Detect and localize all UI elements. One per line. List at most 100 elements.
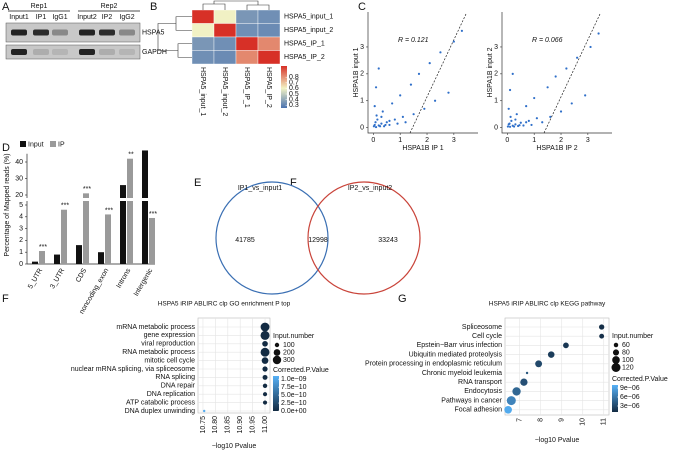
- point: [597, 32, 600, 35]
- x-tick-label: CDS: [75, 267, 89, 284]
- y-tick-label: 2: [494, 71, 498, 78]
- bar: [120, 185, 126, 264]
- lane-label: Input2: [77, 14, 97, 21]
- heatmap-cell: [191, 50, 215, 65]
- point: [525, 121, 528, 124]
- colorbar: [281, 66, 287, 108]
- point: [527, 119, 530, 122]
- point: [452, 40, 455, 43]
- legend-label: Input: [28, 141, 44, 148]
- x-tick-label: 10.80: [212, 416, 219, 434]
- point: [576, 56, 579, 59]
- point: [570, 102, 573, 105]
- term-label: Chronic myeloid leukemia: [422, 370, 502, 377]
- venn-count: 41785: [235, 237, 255, 244]
- y-tick-label: 1: [19, 249, 23, 256]
- dendrogram: [157, 16, 192, 58]
- col-label: HSPA5_IP_2: [265, 67, 272, 108]
- point: [509, 115, 512, 118]
- x-tick-label: 0: [371, 137, 375, 144]
- dot: [260, 330, 270, 340]
- heatmap-cell: [213, 50, 237, 65]
- point: [404, 121, 407, 124]
- point: [508, 88, 512, 92]
- size-legend-dot: [613, 342, 619, 348]
- color-legend-title: Corrected.P.Value: [612, 376, 668, 383]
- colorbar-tick-label: 0.5: [289, 91, 299, 98]
- lane-label: IgG2: [119, 14, 134, 21]
- x-tick-label: 11: [601, 418, 608, 425]
- point: [374, 121, 377, 124]
- col-label: HSPA5_input_2: [221, 67, 228, 116]
- x-axis-label: −log10 Pvalue: [212, 443, 257, 450]
- bar: [98, 252, 104, 264]
- size-legend-label: 60: [622, 342, 630, 349]
- plot-area: [504, 317, 610, 416]
- chart-title: HSPA5 iRIP ABLIRC clp GO enrichment P to…: [158, 301, 291, 308]
- size-legend-dot: [274, 342, 280, 348]
- point: [522, 124, 525, 127]
- y-tick-label: 30: [15, 175, 23, 182]
- colorbar-tick-label: 9e−06: [620, 385, 640, 392]
- point: [525, 105, 528, 108]
- term-label: gene expression: [144, 332, 195, 339]
- bar: [54, 254, 60, 264]
- bar: [39, 251, 45, 264]
- dot: [262, 383, 268, 389]
- significance: ***: [105, 207, 113, 214]
- group-label: Rep2: [101, 3, 118, 10]
- blot-band: [52, 49, 68, 55]
- point: [380, 122, 383, 125]
- point: [514, 118, 517, 121]
- point: [549, 115, 552, 118]
- y-tick-label: 40: [15, 159, 23, 166]
- x-tick-label: 3: [586, 137, 590, 144]
- size-legend-label: 200: [283, 349, 295, 356]
- y-tick-label: 0: [19, 261, 23, 268]
- point: [374, 125, 378, 129]
- colorbar-tick-label: 0.6: [289, 85, 299, 92]
- x-tick-label: 3_UTR: [49, 267, 66, 290]
- axes: [501, 12, 612, 134]
- size-legend-dot: [273, 349, 281, 356]
- annotation: R = 0.121: [398, 37, 429, 44]
- x-tick-label: 5_UTR: [27, 267, 44, 290]
- panel-label: D: [2, 142, 10, 154]
- heatmap-cell: [235, 36, 259, 51]
- dot: [525, 371, 529, 375]
- row-label: HSPA5_IP_1: [284, 41, 325, 48]
- point: [533, 96, 536, 100]
- term-label: Epstein−Barr virus infection: [417, 342, 503, 349]
- row-label: HSPA5_input_1: [284, 14, 333, 21]
- y-tick-label: 2: [19, 237, 23, 244]
- venn-count: 33243: [378, 237, 398, 244]
- x-axis-label: −log10 Pvalue: [535, 437, 580, 444]
- point: [399, 94, 402, 97]
- dot: [512, 387, 521, 396]
- heatmap-cell: [257, 23, 281, 38]
- panel-label: E: [194, 177, 201, 189]
- dot: [504, 405, 512, 414]
- point: [423, 107, 426, 110]
- blot-band: [119, 49, 135, 55]
- dot: [599, 333, 605, 339]
- point: [373, 105, 376, 108]
- colorbar-tick-label: 0.8: [289, 74, 299, 81]
- dot: [262, 374, 268, 380]
- term-label: Spliceosome: [462, 324, 502, 331]
- term-label: DNA repair: [161, 383, 196, 390]
- point: [514, 123, 517, 126]
- dot: [506, 396, 516, 406]
- colorbar-tick-label: 0.0e+00: [281, 408, 307, 415]
- extra-label: F: [290, 177, 297, 189]
- reference-line: [543, 13, 601, 134]
- point: [385, 121, 388, 124]
- blot-band: [79, 49, 95, 55]
- heatmap-cell: [257, 9, 281, 24]
- heatmap-cell: [191, 36, 215, 51]
- dot: [262, 340, 268, 347]
- y-tick-label: 1: [494, 98, 498, 105]
- chart-title: HSPA5 iRIP ABLIRC clp KEGG pathway: [489, 301, 606, 308]
- y-tick-label: 5: [19, 202, 23, 209]
